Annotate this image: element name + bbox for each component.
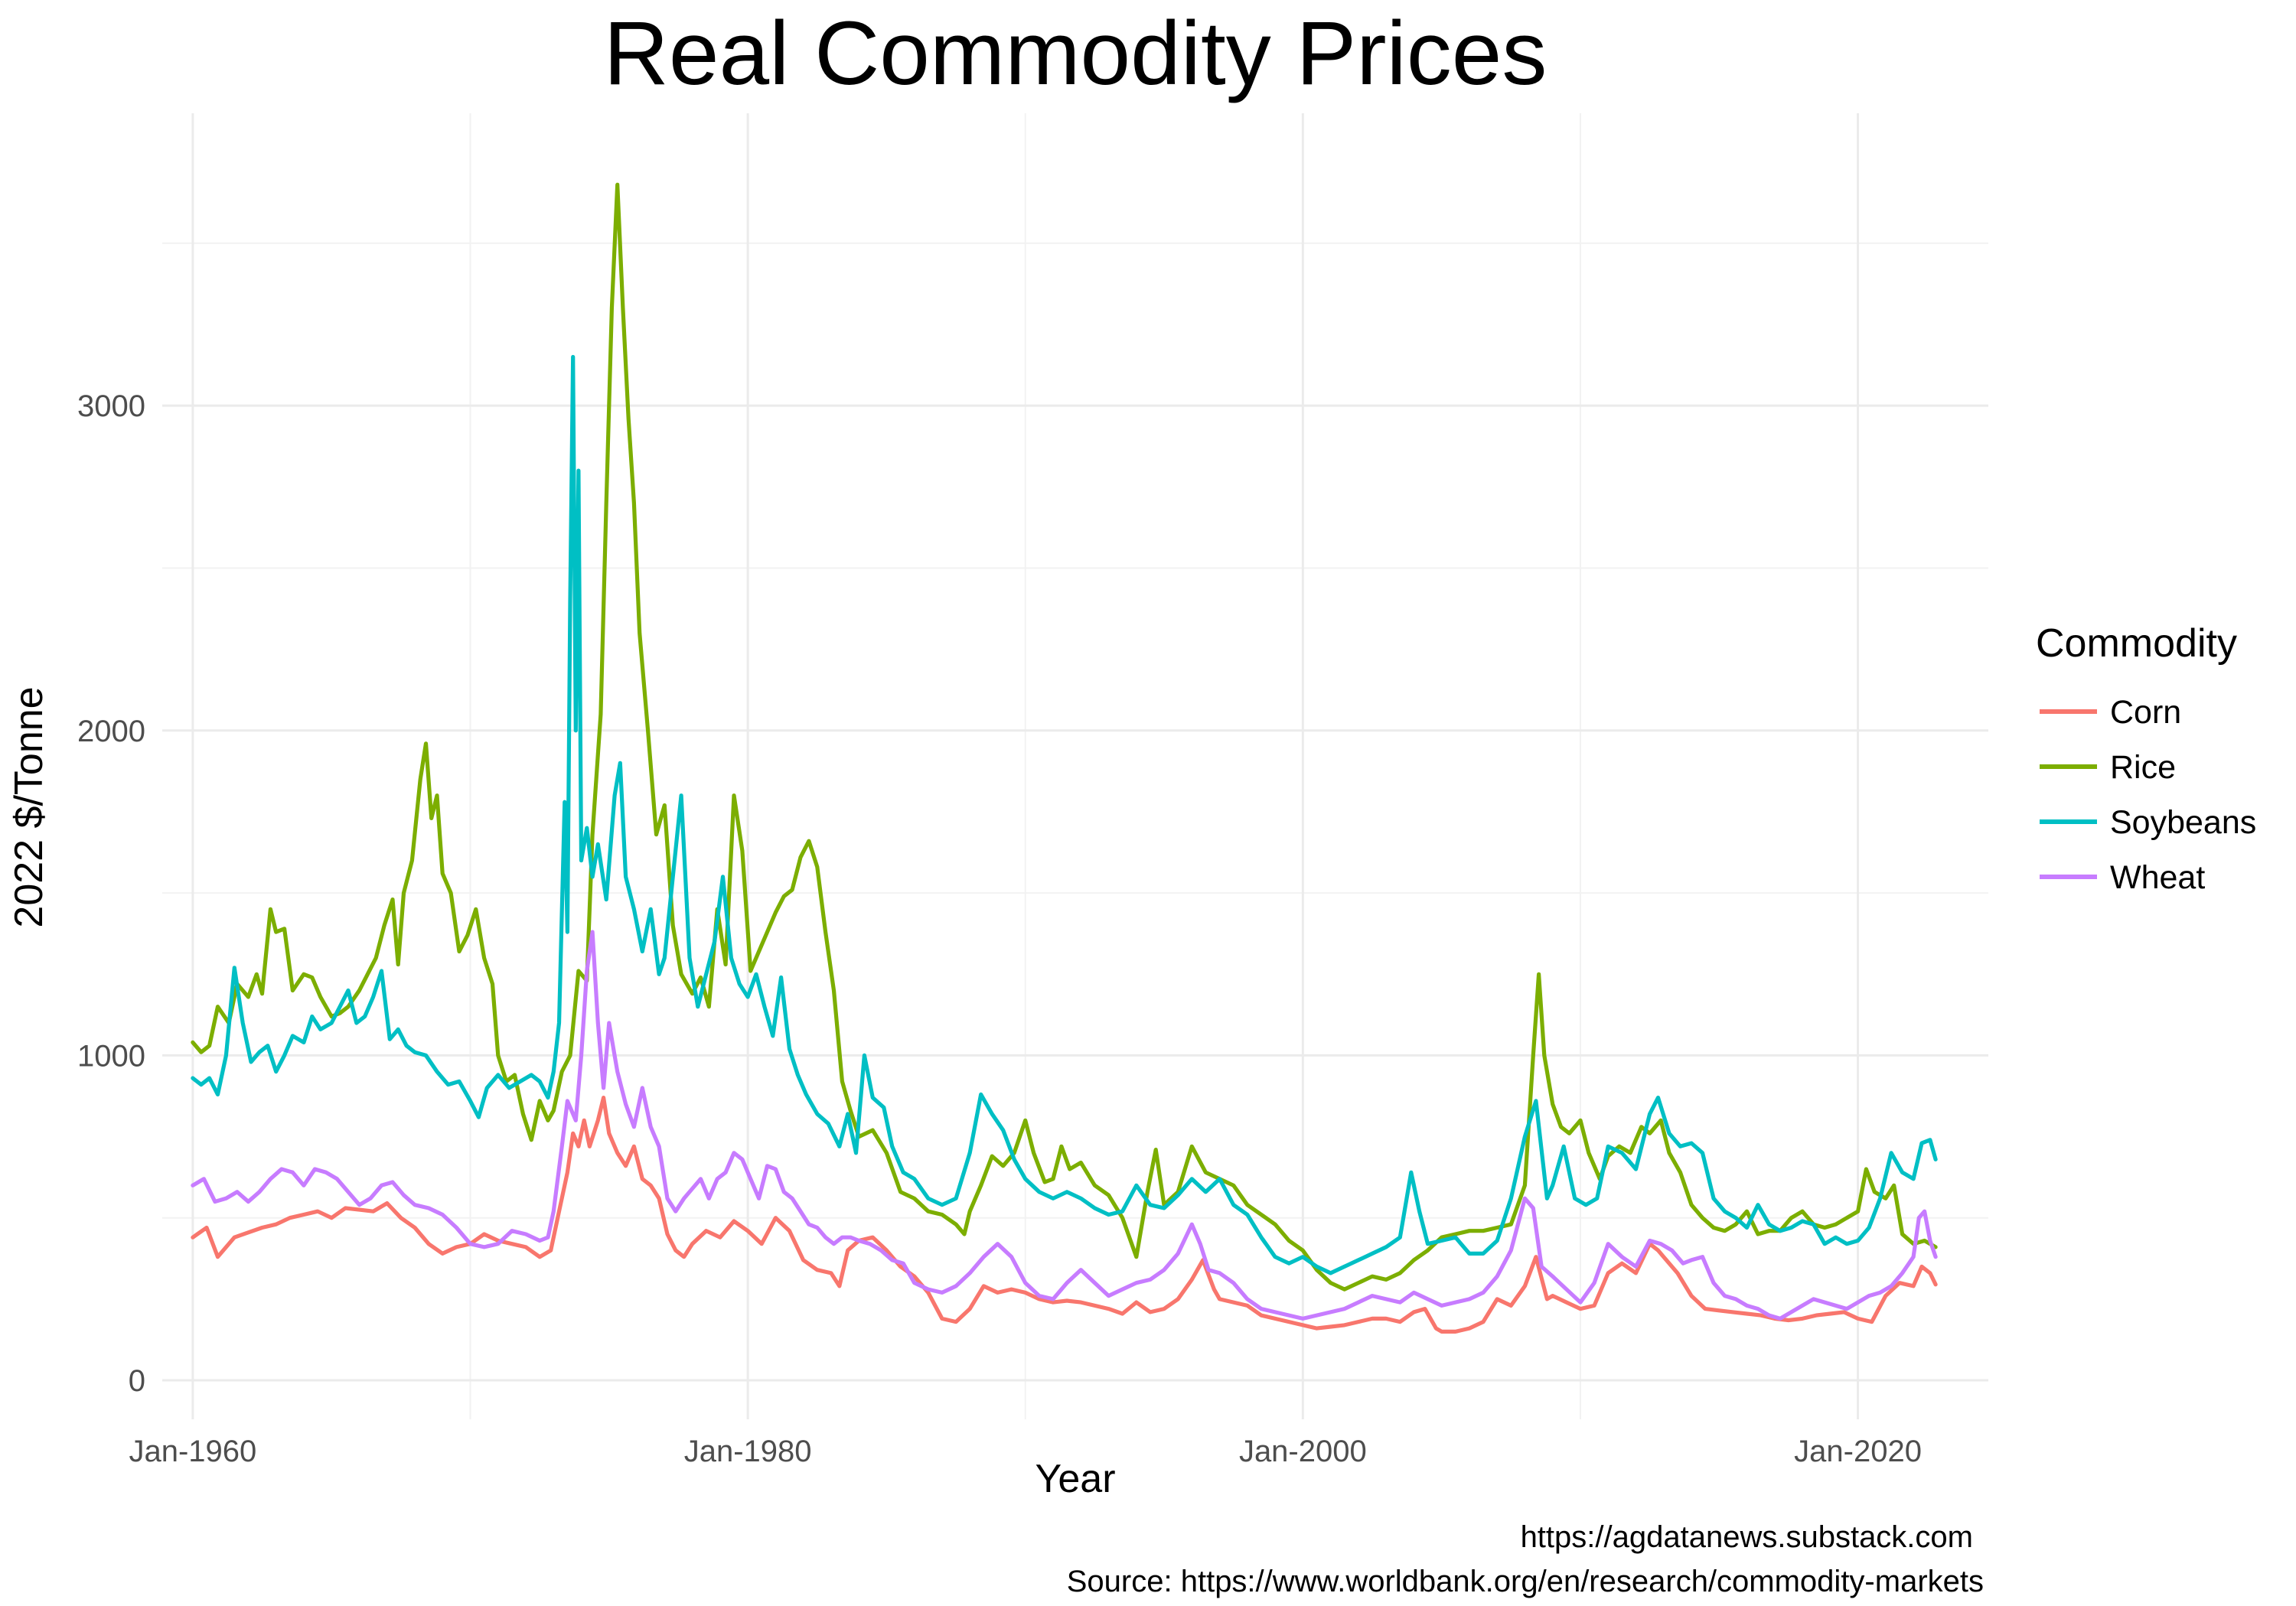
series-line-wheat bbox=[191, 930, 1938, 1321]
legend-label-soybeans: Soybeans bbox=[2110, 804, 2256, 841]
caption-substack: https://agdatanews.substack.com bbox=[1521, 1520, 1973, 1554]
legend-label-wheat: Wheat bbox=[2110, 859, 2205, 896]
y-tick-label: 3000 bbox=[77, 389, 145, 423]
y-tick-label: 2000 bbox=[77, 715, 145, 748]
y-tick-label: 0 bbox=[129, 1364, 145, 1398]
legend-title: Commodity bbox=[2036, 621, 2237, 666]
caption-source: Source: https://www.worldbank.org/en/res… bbox=[1067, 1565, 1984, 1598]
series-line-corn bbox=[191, 1096, 1938, 1334]
legend-label-corn: Corn bbox=[2110, 694, 2181, 731]
y-axis-ticks: 0 1000 2000 3000 bbox=[77, 389, 145, 1398]
y-tick-label: 1000 bbox=[77, 1039, 145, 1073]
grid bbox=[162, 113, 1988, 1419]
series-line-soybeans bbox=[191, 354, 1938, 1275]
legend: Commodity Corn Rice Soybeans Wheat bbox=[2036, 621, 2256, 896]
y-axis-title: 2022 $/Tonne bbox=[7, 686, 51, 927]
legend-label-rice: Rice bbox=[2110, 749, 2176, 786]
chart-title: Real Commodity Prices bbox=[604, 3, 1548, 104]
x-tick-label: Jan-1960 bbox=[129, 1435, 256, 1468]
x-tick-label: Jan-2000 bbox=[1239, 1435, 1367, 1468]
x-axis-title: Year bbox=[1035, 1457, 1115, 1501]
x-tick-label: Jan-2020 bbox=[1794, 1435, 1922, 1468]
x-axis-ticks: Jan-1960 Jan-1980 Jan-2000 Jan-2020 bbox=[129, 1435, 1921, 1468]
plot-lines bbox=[191, 182, 1938, 1334]
series-line-rice bbox=[191, 182, 1938, 1292]
x-tick-label: Jan-1980 bbox=[684, 1435, 812, 1468]
